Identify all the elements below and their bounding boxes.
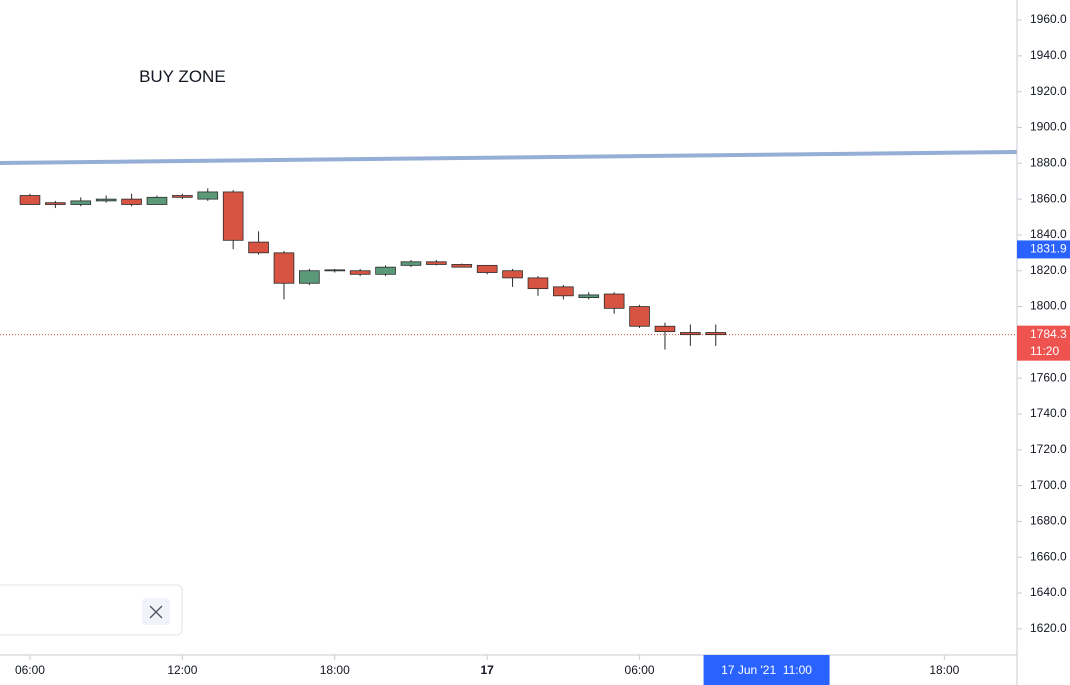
candle-body [502, 270, 523, 279]
candle-body [248, 241, 269, 254]
candle-body [680, 332, 701, 336]
candle-body [375, 266, 396, 275]
candle-body [603, 293, 625, 309]
x-tick-label: 06:00 [625, 663, 655, 677]
y-tick-label: 1640.0 [1030, 585, 1067, 599]
y-tick-label: 1660.0 [1030, 549, 1067, 563]
candle-body [45, 202, 66, 205]
y-tick-label: 1700.0 [1030, 478, 1067, 492]
y-tick-label: 1620.0 [1030, 621, 1067, 635]
price-tag [1017, 325, 1070, 361]
candle-body [273, 252, 295, 284]
candle-body [146, 196, 168, 205]
candle-body [19, 195, 41, 205]
y-tick-label: 1960.0 [1030, 12, 1067, 26]
panel [0, 584, 183, 636]
plot: BUY ZONE [0, 67, 1018, 350]
x-tick-label: 18:00 [320, 663, 350, 677]
y-tick-label: 1820.0 [1030, 263, 1067, 277]
y-tick-label: 1900.0 [1030, 120, 1067, 134]
crosshair-tag [703, 655, 830, 685]
candle-body [299, 270, 320, 284]
y-tick-label: 1940.0 [1030, 48, 1067, 62]
price-tag-label: 1784.3 [1030, 327, 1067, 341]
candle-body [400, 261, 422, 266]
panel-box [0, 584, 183, 636]
candle-body [324, 269, 346, 272]
candle-body [70, 200, 92, 205]
y-tick-label: 1720.0 [1030, 442, 1067, 456]
candle-body [654, 325, 676, 333]
y-tick-label: 1860.0 [1030, 191, 1067, 205]
candle-body [121, 198, 142, 205]
y-tick-label: 1680.0 [1030, 514, 1067, 528]
candle-body [527, 277, 549, 290]
candle-body [426, 261, 447, 265]
price-tag-label: 1831.9 [1030, 242, 1067, 256]
y-tick-label: 1740.0 [1030, 406, 1067, 420]
candle-body [349, 270, 371, 275]
candle-body [451, 264, 473, 268]
trend-line [0, 150, 1018, 165]
candle-body [629, 306, 650, 327]
candle-body [172, 195, 193, 198]
price-tag-sublabel: 11:20 [1030, 344, 1059, 358]
close-icon [149, 605, 163, 619]
x-tick-label: 12:00 [167, 663, 197, 677]
candle-body [95, 198, 117, 202]
candle-body [222, 191, 244, 241]
x-tick-label: 17 [480, 663, 494, 677]
x-tick-label: 18:00 [929, 663, 959, 677]
candle-body [705, 332, 727, 336]
price-tag [1017, 240, 1070, 259]
y-tick-label: 1920.0 [1030, 84, 1067, 98]
y-tick-label: 1760.0 [1030, 370, 1067, 384]
candle-body [476, 264, 498, 273]
annotation: BUY ZONE [139, 67, 226, 86]
x-tick-label: 06:00 [15, 663, 45, 677]
candle-body [578, 294, 600, 298]
y-tick-label: 1840.0 [1030, 227, 1067, 241]
crosshair-label: 17 Jun '21 11:00 [721, 663, 812, 677]
candle-body [197, 191, 219, 200]
y-tick-label: 1800.0 [1030, 299, 1067, 313]
candle-body [553, 286, 574, 297]
y-tick-label: 1880.0 [1030, 155, 1067, 169]
